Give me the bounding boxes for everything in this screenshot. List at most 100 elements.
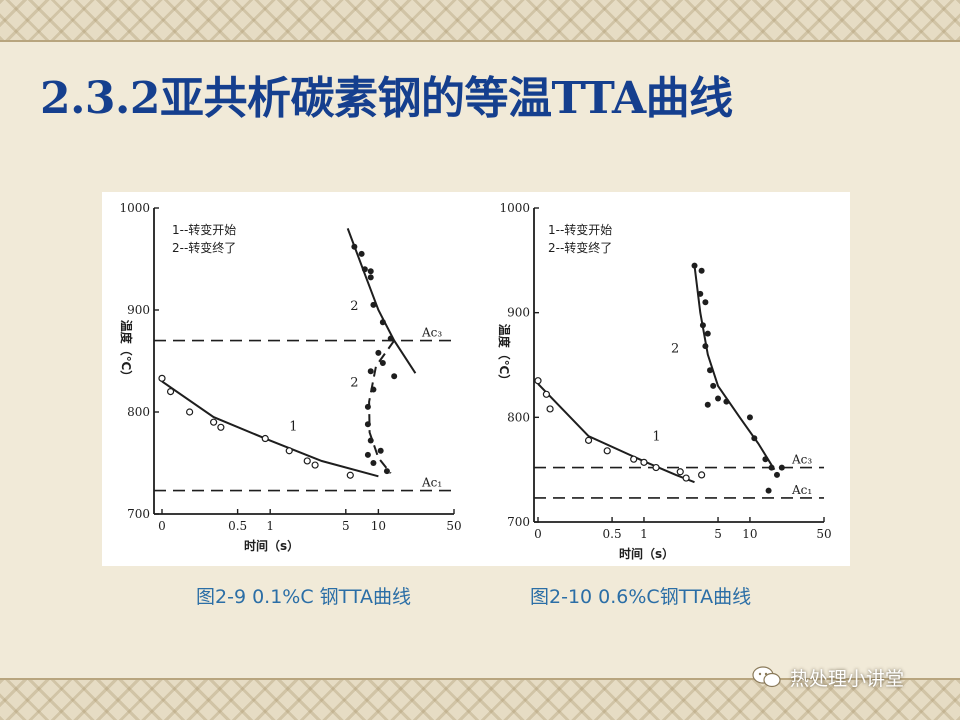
chart2-data-point bbox=[630, 455, 638, 463]
chart1-series-2-curve bbox=[346, 228, 417, 374]
chart1-y-tick-label: 700 bbox=[127, 507, 150, 521]
chart2-data-point bbox=[762, 456, 769, 463]
chart2-data-point bbox=[640, 458, 648, 466]
chart2-data-point bbox=[702, 343, 709, 350]
chart1-data-point bbox=[361, 266, 368, 273]
chart2-x-tick-label: 10 bbox=[742, 527, 757, 541]
chart2-x-axis-label: 时间（s） bbox=[619, 546, 674, 561]
chart1-series-3-curve bbox=[368, 340, 396, 474]
chart2-y-tick-label: 800 bbox=[507, 410, 530, 424]
chart1-data-point bbox=[367, 268, 374, 275]
chart1-data-point bbox=[285, 447, 293, 455]
chart2-series-2-curve bbox=[693, 265, 776, 471]
chart1-data-point bbox=[370, 301, 377, 308]
chart2-legend-entry: 1--转变开始 bbox=[548, 222, 612, 237]
chart2-data-point bbox=[704, 401, 711, 408]
chat-bubble-icon bbox=[752, 666, 781, 688]
chart2-data-point bbox=[704, 330, 711, 337]
chart2-curve-annotation: 2 bbox=[671, 341, 679, 356]
top-decorative-border bbox=[0, 0, 960, 40]
chart1-y-axis-label: 温度（℃） bbox=[119, 320, 134, 383]
chart2-data-point bbox=[698, 267, 705, 274]
chart1-data-point bbox=[391, 373, 398, 380]
chart1-y-tick-label: 900 bbox=[127, 303, 150, 317]
chart2-y-tick-label: 900 bbox=[507, 306, 530, 320]
chart1-data-point bbox=[377, 447, 384, 454]
chart1-data-point bbox=[367, 274, 374, 281]
bottom-border-line bbox=[0, 678, 960, 680]
chart2-data-point bbox=[699, 322, 706, 329]
chart1-y-tick-label: 800 bbox=[127, 405, 150, 419]
chart1-data-point bbox=[367, 368, 374, 375]
chart1-data-point bbox=[367, 437, 374, 444]
chart1-curve-annotation: 2 bbox=[350, 376, 358, 391]
chart2-data-point bbox=[710, 382, 717, 389]
chart1-x-tick-label: 0 bbox=[158, 519, 166, 533]
chart1-data-point bbox=[383, 468, 390, 475]
chart2-data-point bbox=[746, 414, 753, 421]
chart1-x-tick-label: 10 bbox=[371, 519, 386, 533]
chart1-data-point bbox=[303, 457, 311, 465]
chart1-data-point bbox=[387, 335, 394, 342]
bottom-decorative-border bbox=[0, 680, 960, 720]
figure-caption-2-10: 图2-10 0.6%C钢TTA曲线 bbox=[530, 586, 752, 608]
chart1-curve-annotation: 1 bbox=[289, 419, 297, 434]
chart2-data-point bbox=[707, 367, 714, 374]
chart1-x-tick-label: 50 bbox=[446, 519, 461, 533]
chart1-data-point bbox=[379, 319, 386, 326]
chart1-x-tick-label: 5 bbox=[342, 519, 350, 533]
chart1-data-point bbox=[186, 408, 194, 416]
chart2-data-point bbox=[603, 447, 611, 455]
chart2-data-point bbox=[652, 463, 660, 472]
figure-caption-2-9: 图2-9 0.1%C 钢TTA曲线 bbox=[196, 586, 412, 608]
chart2-data-point bbox=[698, 471, 706, 479]
chart1-data-point bbox=[210, 418, 218, 426]
chart2-data-point bbox=[682, 474, 690, 482]
chart1-y-tick-label: 1000 bbox=[119, 201, 150, 215]
chart1-ref-label-ac1: Ac₁ bbox=[421, 476, 442, 490]
chart2-data-point bbox=[768, 464, 775, 471]
chart1-data-point bbox=[351, 243, 358, 250]
chart1-ref-label-ac3: Ac₃ bbox=[421, 326, 442, 340]
chart1-data-point bbox=[166, 388, 175, 396]
slide-title: 2.3.2亚共析碳素钢的等温TTA曲线 bbox=[40, 73, 733, 124]
chart2-data-point bbox=[542, 390, 550, 398]
chart1-data-point bbox=[370, 460, 377, 466]
chart2-ref-label-ac1: Ac₁ bbox=[791, 483, 812, 497]
watermark-text: 热处理小讲堂 bbox=[790, 667, 905, 690]
chart2-x-tick-label: 0.5 bbox=[603, 527, 622, 541]
chart1-data-point bbox=[217, 423, 225, 431]
top-border-line bbox=[0, 40, 960, 42]
chart1-data-point bbox=[370, 386, 377, 393]
chart2-data-point bbox=[773, 471, 780, 478]
chart2-x-tick-label: 5 bbox=[714, 527, 722, 541]
chart1-data-point bbox=[311, 461, 319, 469]
watermark: 热处理小讲堂 bbox=[752, 660, 904, 694]
chart1-data-point bbox=[358, 250, 365, 257]
chart2-data-point bbox=[697, 290, 704, 297]
chart1-x-axis-label: 时间（s） bbox=[244, 538, 299, 553]
chart1-x-tick-label: 0.5 bbox=[228, 519, 247, 533]
chart2-data-point bbox=[778, 464, 785, 471]
chart1-x-tick-label: 1 bbox=[266, 519, 274, 533]
figure-panel: 700 800 900 1000 0 0.5 1 5 10 50 时间（s） 温度（℃） 1--转变开始… bbox=[102, 192, 850, 566]
chart1-legend-entry: 1--转变开始 bbox=[172, 222, 236, 237]
chart2-data-point bbox=[751, 435, 758, 442]
chart2-legend-entry: 2--转变终了 bbox=[548, 240, 612, 255]
chart2-x-tick-label: 50 bbox=[816, 527, 831, 541]
chart2-data-point bbox=[723, 398, 730, 405]
chart2-data-point bbox=[691, 262, 698, 269]
chart1-data-point bbox=[379, 360, 386, 367]
chart2-curve-annotation: 1 bbox=[652, 429, 660, 444]
chart2-y-tick-label: 700 bbox=[507, 515, 530, 529]
chart2-data-point bbox=[534, 377, 542, 385]
chart1-data-point bbox=[364, 421, 371, 428]
chart2-x-tick-label: 0 bbox=[534, 527, 542, 541]
chart2-x-tick-label: 1 bbox=[640, 527, 648, 541]
chart1-data-point bbox=[158, 374, 166, 382]
chart1-data-point bbox=[346, 471, 354, 479]
chart2-y-axis-label: 温度（℃） bbox=[497, 324, 512, 387]
chart1-data-point bbox=[364, 403, 371, 410]
chart2-y-tick-label: 1000 bbox=[499, 201, 530, 215]
chart1-curve-annotation: 2 bbox=[350, 299, 358, 314]
